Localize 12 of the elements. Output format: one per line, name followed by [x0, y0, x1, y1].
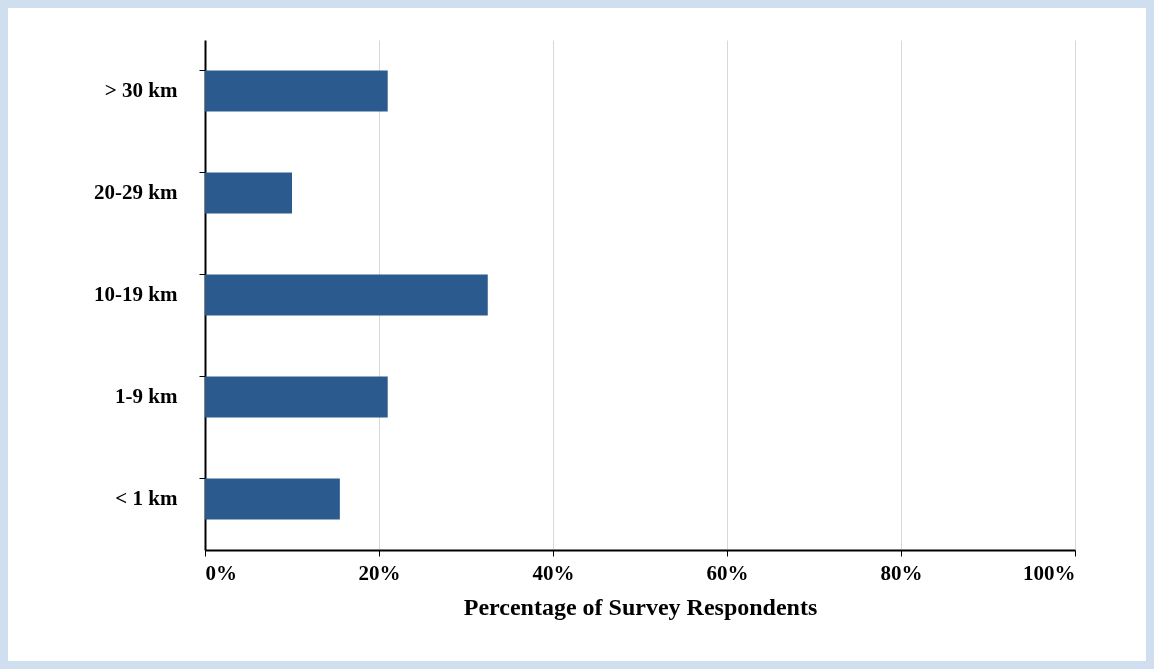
x-tick-label: 0%	[205, 560, 237, 585]
x-tick-label: 100%	[1023, 560, 1076, 585]
x-tick-label: 60%	[706, 560, 749, 585]
x-tick-label: 40%	[532, 560, 575, 585]
y-tick-label: 1-9 km	[115, 384, 178, 408]
y-tick-label: 10-19 km	[94, 282, 178, 306]
y-tick-label: > 30 km	[104, 78, 178, 102]
y-tick-label: 20-29 km	[94, 180, 178, 204]
x-tick-label: 80%	[880, 560, 923, 585]
x-axis-title: Percentage of Survey Respondents	[463, 593, 818, 620]
y-tick-label: < 1 km	[115, 486, 178, 510]
x-tick-label: 20%	[358, 560, 401, 585]
